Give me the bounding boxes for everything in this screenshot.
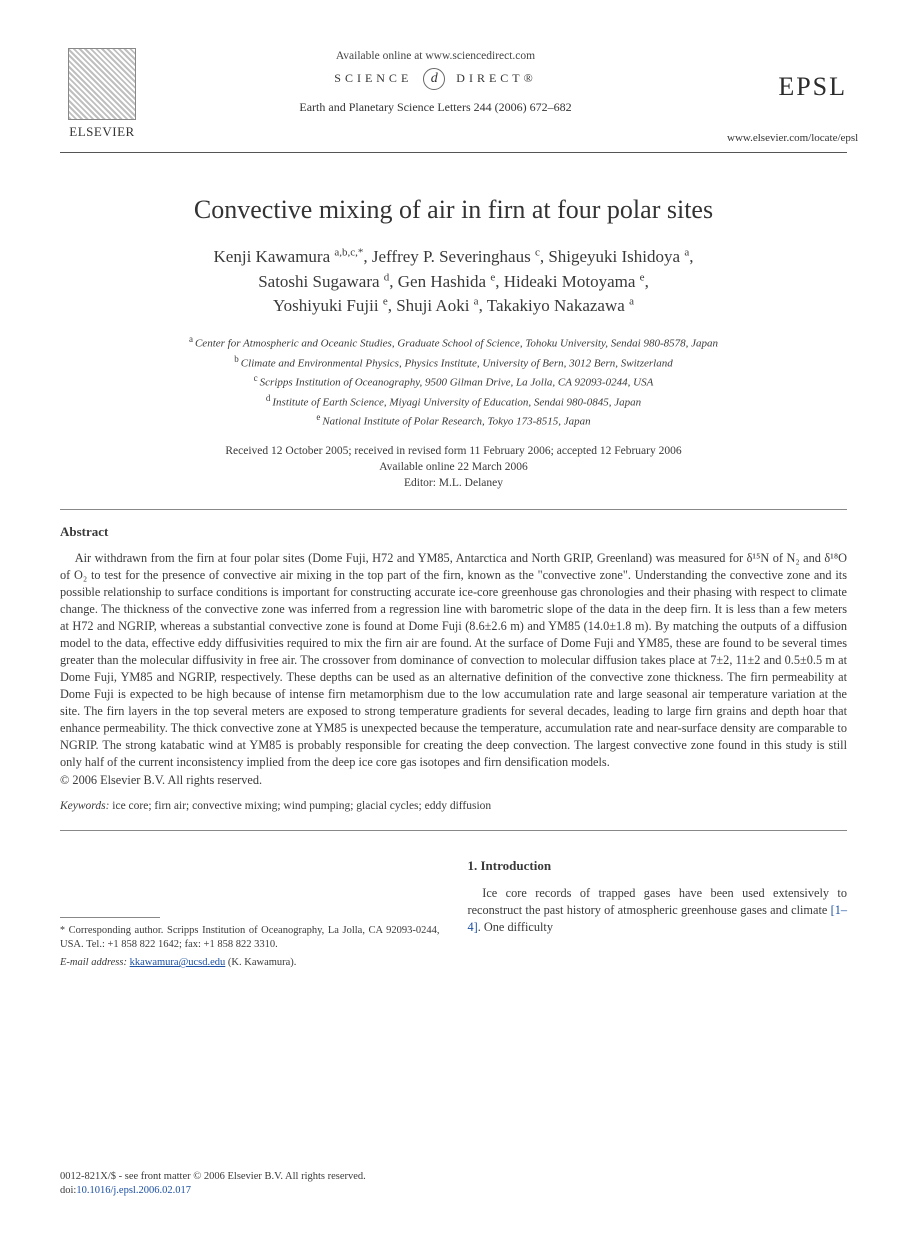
email-tail: (K. Kawamura). [225,957,296,968]
publisher-block: ELSEVIER [60,48,144,140]
intro-tail: . One difficulty [478,920,553,934]
article-dates: Received 12 October 2005; received in re… [60,443,847,491]
affiliation-line: eNational Institute of Polar Research, T… [60,411,847,431]
abstract-body: Air withdrawn from the firn at four pola… [60,550,847,771]
keywords-text: ice core; firn air; convective mixing; w… [109,800,491,812]
author-affil-sup: a,b,c, [334,246,358,258]
correspondence-text: Corresponding author. Scripps Institutio… [60,925,440,950]
sciencedirect-logo: SCIENCE d DIRECT® [144,68,727,90]
affiliation-line: dInstitute of Earth Science, Miyagi Univ… [60,392,847,412]
affiliation-list: aCenter for Atmospheric and Oceanic Stud… [60,333,847,431]
affiliation-line: aCenter for Atmospheric and Oceanic Stud… [60,333,847,353]
author-text: , Shuji Aoki [388,296,474,315]
two-column-region: * Corresponding author. Scripps Institut… [60,857,847,971]
sd-text-left: SCIENCE [334,71,412,85]
section-heading: 1. Introduction [468,857,848,875]
author-text: , Jeffrey P. Severinghaus [363,247,535,266]
footer-copyright: 0012-821X/$ - see front matter © 2006 El… [60,1170,847,1184]
elsevier-tree-icon [68,48,136,120]
intro-paragraph: Ice core records of trapped gases have b… [468,885,848,937]
author-list: Kenji Kawamura a,b,c,*, Jeffrey P. Sever… [60,245,847,319]
journal-url: www.elsevier.com/locate/epsl [727,132,847,144]
online-line: Available online 22 March 2006 [60,459,847,475]
journal-reference: Earth and Planetary Science Letters 244 … [144,100,727,115]
correspondence-note: * Corresponding author. Scripps Institut… [60,924,440,952]
author-text: Yoshiyuki Fujii [273,296,383,315]
email-link[interactable]: kkawamura@ucsd.edu [130,957,226,968]
right-column: 1. Introduction Ice core records of trap… [468,857,848,971]
keywords-line: Keywords: ice core; firn air; convective… [60,800,847,812]
abstract-bottom-rule [60,830,847,831]
header-rule [60,152,847,153]
author-text: Kenji Kawamura [214,247,335,266]
affiliation-line: cScripps Institution of Oceanography, 95… [60,372,847,392]
author-affil-sup: a [629,296,634,308]
affiliation-text: Center for Atmospheric and Oceanic Studi… [195,338,718,350]
author-text: , Shigeyuki Ishidoya [540,247,685,266]
affiliation-text: Institute of Earth Science, Miyagi Unive… [272,396,641,408]
email-label: E-mail address: [60,957,127,968]
doi-link[interactable]: 10.1016/j.epsl.2006.02.017 [76,1185,191,1196]
journal-abbreviation: EPSL [727,72,847,102]
page-footer: 0012-821X/$ - see front matter © 2006 El… [60,1170,847,1198]
affiliation-text: Climate and Environmental Physics, Physi… [241,357,673,369]
author-text: , [689,247,693,266]
intro-text: Ice core records of trapped gases have b… [468,886,848,917]
author-text: , Takakiyo Nakazawa [479,296,630,315]
keywords-label: Keywords: [60,800,109,812]
star-icon: * [60,925,65,936]
email-line: E-mail address: kkawamura@ucsd.edu (K. K… [60,956,440,971]
sd-d-icon: d [423,68,445,90]
author-text: , [645,272,649,291]
abstract-copyright: © 2006 Elsevier B.V. All rights reserved… [60,773,847,788]
author-text: Satoshi Sugawara [258,272,384,291]
abstract-top-rule [60,509,847,510]
affiliation-text: National Institute of Polar Research, To… [322,416,590,428]
page-header: ELSEVIER Available online at www.science… [60,48,847,144]
affiliation-line: bClimate and Environmental Physics, Phys… [60,353,847,373]
available-online-line: Available online at www.sciencedirect.co… [144,50,727,62]
publisher-name: ELSEVIER [69,124,134,140]
affiliation-text: Scripps Institution of Oceanography, 950… [260,377,654,389]
correspondence-rule [60,917,160,918]
editor-line: Editor: M.L. Delaney [60,475,847,491]
header-right: EPSL www.elsevier.com/locate/epsl [727,48,847,144]
abstract-heading: Abstract [60,524,847,540]
doi-label: doi: [60,1185,76,1196]
header-center: Available online at www.sciencedirect.co… [144,48,727,115]
footer-doi-line: doi:10.1016/j.epsl.2006.02.017 [60,1184,847,1198]
article-title: Convective mixing of air in firn at four… [60,195,847,225]
author-text: , Hideaki Motoyama [495,272,639,291]
left-column: * Corresponding author. Scripps Institut… [60,857,440,971]
author-text: , Gen Hashida [389,272,490,291]
sd-text-right: DIRECT® [456,71,536,85]
received-line: Received 12 October 2005; received in re… [60,443,847,459]
